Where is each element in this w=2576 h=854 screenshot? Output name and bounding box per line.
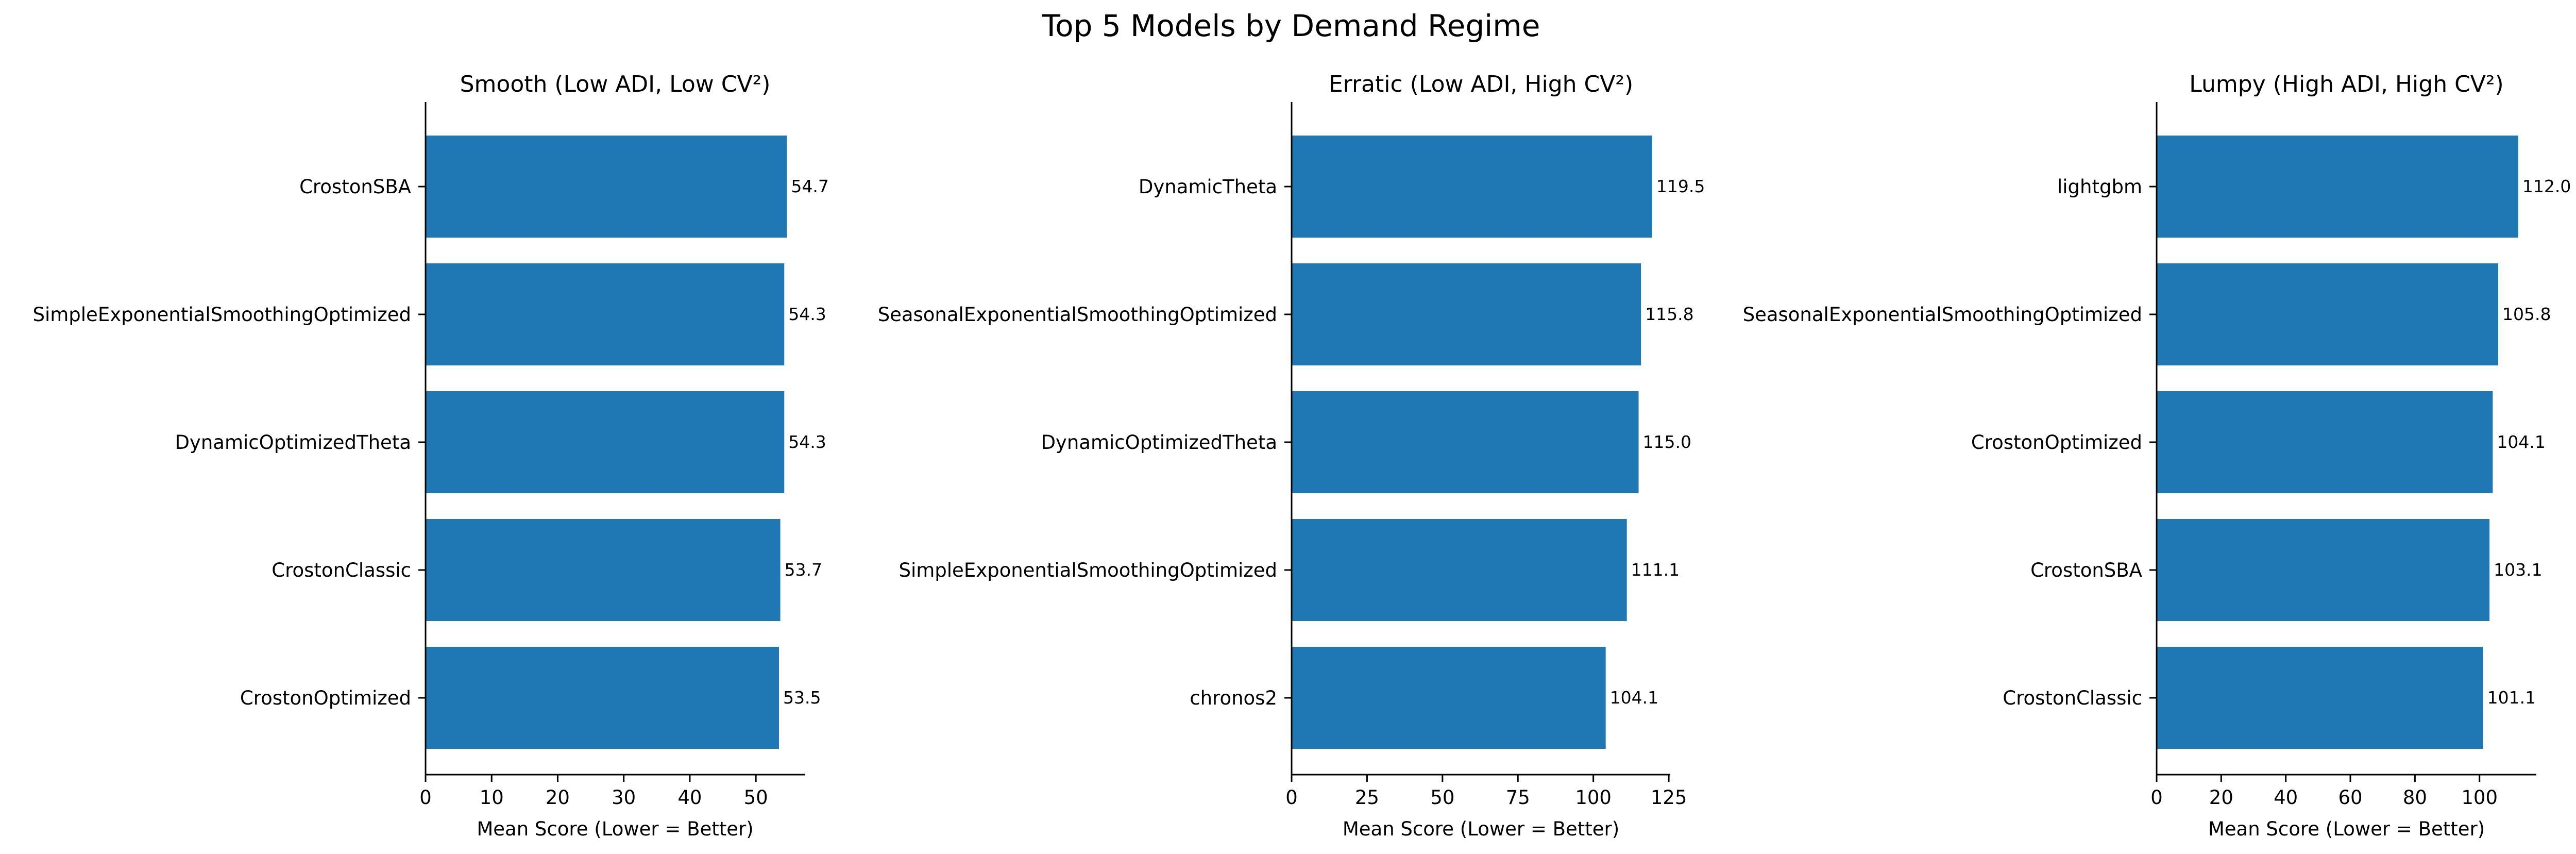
category-label: CrostonOptimized: [240, 687, 411, 709]
data-label: 53.7: [785, 560, 822, 580]
category-label: lightgbm: [2057, 176, 2142, 198]
x-tick-label: 20: [546, 786, 570, 809]
category-label: DynamicOptimizedTheta: [1041, 431, 1277, 454]
x-axis-label: Mean Score (Lower = Better): [2208, 818, 2485, 840]
category-label: SimpleExponentialSmoothingOptimized: [32, 304, 411, 326]
data-label: 54.7: [791, 176, 828, 196]
x-axis-label: Mean Score (Lower = Better): [1343, 818, 1619, 840]
x-tick-label: 100: [2461, 786, 2498, 809]
data-label: 101.1: [2487, 688, 2536, 708]
bar: [1292, 391, 1639, 493]
category-label: DynamicOptimizedTheta: [175, 431, 411, 454]
x-tick-label: 40: [677, 786, 702, 809]
x-tick-label: 30: [612, 786, 636, 809]
x-tick-label: 10: [480, 786, 504, 809]
category-label: CrostonSBA: [299, 176, 411, 198]
panel-title: Lumpy (High ADI, High CV²): [2189, 71, 2503, 97]
category-label: SeasonalExponentialSmoothingOptimized: [878, 304, 1277, 326]
panel-2: Erratic (Low ADI, High CV²) DynamicTheta 1…: [878, 71, 1705, 840]
bar: [1292, 647, 1606, 749]
x-tick-label: 20: [2209, 786, 2233, 809]
bar: [426, 136, 787, 238]
data-label: 54.3: [788, 432, 826, 452]
x-tick-label: 0: [2150, 786, 2163, 809]
category-label: chronos2: [1190, 687, 1277, 709]
bar: [426, 519, 781, 621]
bar: [426, 647, 779, 749]
data-label: 104.1: [1610, 688, 1658, 708]
x-tick-label: 100: [1575, 786, 1612, 809]
data-label: 115.8: [1645, 304, 1693, 324]
bar: [1292, 263, 1641, 365]
category-label: DynamicTheta: [1139, 176, 1277, 198]
x-tick-label: 40: [2274, 786, 2298, 809]
data-label: 112.0: [2522, 176, 2571, 196]
x-tick-label: 50: [1430, 786, 1454, 809]
category-label: CrostonClassic: [2003, 687, 2142, 709]
x-axis-label: Mean Score (Lower = Better): [477, 818, 753, 840]
data-label: 54.3: [788, 304, 826, 324]
panel-3: Lumpy (High ADI, High CV²) lightgbm 112.0 S…: [1743, 71, 2571, 840]
data-label: 115.0: [1643, 432, 1691, 452]
data-label: 103.1: [2494, 560, 2542, 580]
category-label: CrostonOptimized: [1971, 431, 2142, 454]
category-label: SeasonalExponentialSmoothingOptimized: [1743, 304, 2142, 326]
x-tick-label: 80: [2403, 786, 2427, 809]
bar: [2157, 136, 2518, 238]
x-tick-label: 50: [744, 786, 768, 809]
panel-title: Smooth (Low ADI, Low CV²): [460, 71, 771, 97]
x-tick-label: 25: [1355, 786, 1379, 809]
data-label: 119.5: [1656, 176, 1705, 196]
bar: [1292, 519, 1627, 621]
category-label: CrostonSBA: [2030, 559, 2142, 581]
bar: [2157, 519, 2490, 621]
panel-title: Erratic (Low ADI, High CV²): [1329, 71, 1633, 97]
category-label: CrostonClassic: [272, 559, 411, 581]
bar: [1292, 136, 1652, 238]
category-label: SimpleExponentialSmoothingOptimized: [899, 559, 1277, 581]
data-label: 111.1: [1631, 560, 1680, 580]
bar: [2157, 391, 2493, 493]
bar: [426, 263, 785, 365]
x-tick-label: 0: [1285, 786, 1298, 809]
data-label: 53.5: [783, 688, 821, 708]
figure-title: Top 5 Models by Demand Regime: [1042, 8, 1540, 43]
bar: [2157, 263, 2499, 365]
x-tick-label: 60: [2338, 786, 2362, 809]
chart-panels: Smooth (Low ADI, Low CV²) CrostonSBA 54.7 S…: [32, 71, 2571, 840]
x-tick-label: 75: [1506, 786, 1530, 809]
data-label: 104.1: [2497, 432, 2545, 452]
bar: [2157, 647, 2483, 749]
x-tick-label: 125: [1651, 786, 1687, 809]
panel-1: Smooth (Low ADI, Low CV²) CrostonSBA 54.7 S…: [32, 71, 828, 840]
data-label: 105.8: [2502, 304, 2551, 324]
x-tick-label: 0: [419, 786, 432, 809]
bar: [426, 391, 785, 493]
